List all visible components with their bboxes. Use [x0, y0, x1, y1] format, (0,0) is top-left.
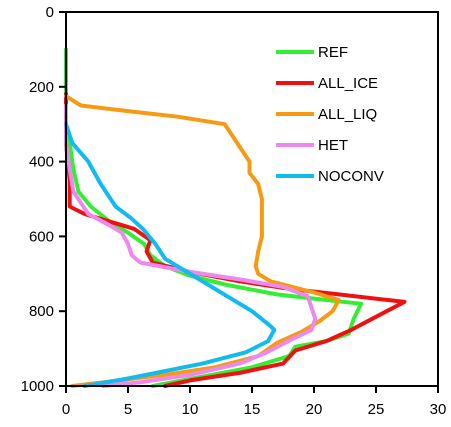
x-tick-label: 20: [306, 401, 323, 418]
y-tick-label: 400: [29, 154, 54, 171]
series-line-all-liq: [64, 94, 341, 388]
legend-label-noconv: NOCONV: [318, 168, 384, 185]
axis-layer: 0 5 10 15 20 25 30 0 200 400 600 800 1000: [21, 4, 447, 418]
legend-label-het: HET: [318, 137, 348, 154]
x-tick-label: 10: [182, 401, 199, 418]
series-line-ref: [64, 47, 364, 388]
series-layer: [64, 47, 407, 388]
x-tick-label: 5: [124, 401, 132, 418]
y-tick-label: 1000: [21, 378, 54, 395]
plot-frame: [65, 11, 439, 387]
series-line-het: [64, 103, 318, 388]
y-tick-label: 800: [29, 303, 54, 320]
x-tick-label: 30: [430, 401, 447, 418]
x-tick-label: 25: [368, 401, 385, 418]
y-tick-label: 0: [46, 4, 54, 21]
legend-label-all-liq: ALL_LIQ: [318, 106, 377, 123]
legend-label-all-ice: ALL_ICE: [318, 75, 378, 92]
legend-label-ref: REF: [318, 44, 348, 61]
x-tick-label: 0: [62, 401, 70, 418]
x-tick-label: 15: [244, 401, 261, 418]
series-line-noconv: [64, 122, 277, 388]
y-tick-label: 600: [29, 228, 54, 245]
legend: REF ALL_ICE ALL_LIQ HET NOCONV: [276, 44, 384, 185]
y-tick-label: 200: [29, 79, 54, 96]
